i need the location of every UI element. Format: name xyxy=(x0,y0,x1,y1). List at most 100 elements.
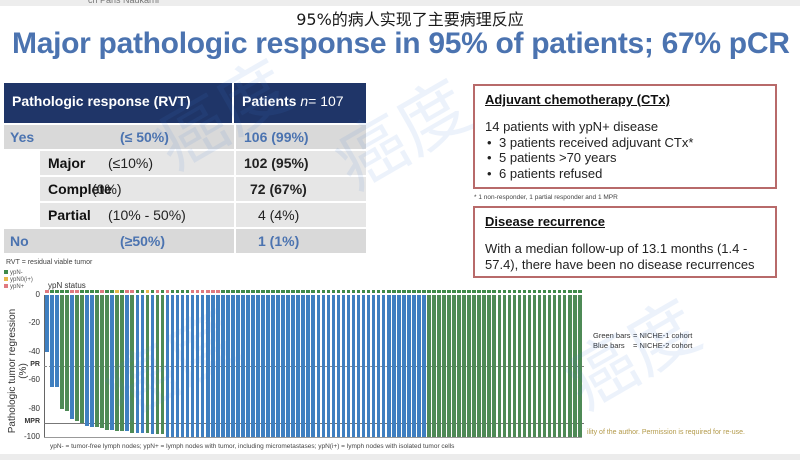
ypn-status-marker xyxy=(105,290,109,293)
waterfall-bar xyxy=(246,295,250,437)
ypn-status-marker xyxy=(125,290,130,293)
waterfall-bar xyxy=(457,295,461,437)
ypn-status-marker xyxy=(150,290,155,293)
waterfall-bar xyxy=(552,295,557,437)
waterfall-bar xyxy=(401,295,406,437)
table-row-partial: Partial (10% - 50%) 4 (4%) xyxy=(4,201,366,227)
ypn-status-marker xyxy=(527,290,532,293)
ypn-status-marker xyxy=(386,290,391,293)
waterfall-bar xyxy=(507,295,512,437)
waterfall-bar xyxy=(562,295,567,437)
ypn-status-marker xyxy=(417,290,421,293)
ypn-status-marker xyxy=(376,290,381,293)
ypn-status-marker xyxy=(331,290,336,293)
ypn-status-marker xyxy=(145,290,150,293)
ypn-status-marker xyxy=(371,290,376,293)
waterfall-bar xyxy=(160,295,165,435)
waterfall-bar xyxy=(145,295,150,433)
cohort-legend-green: Green bars = NICHE-1 cohort xyxy=(593,331,693,340)
ypn-status-marker xyxy=(120,290,125,293)
ypn-status-marker xyxy=(90,290,94,293)
waterfall-bar xyxy=(105,295,109,430)
ypn-status-marker xyxy=(412,290,416,293)
square-swatch-icon xyxy=(4,284,8,288)
waterfall-bar xyxy=(150,295,155,435)
waterfall-bar xyxy=(195,295,200,437)
box-body: With a median follow-up of 13.1 months (… xyxy=(485,241,755,272)
ypn-status-marker xyxy=(60,290,64,293)
ypn-status-marker xyxy=(396,290,401,293)
table-row-yes: Yes (≤ 50%) 106 (99%) xyxy=(4,123,366,149)
waterfall-bar xyxy=(190,295,195,437)
ypn-status-marker xyxy=(542,290,547,293)
waterfall-bar xyxy=(462,295,466,437)
ypn-status-marker xyxy=(572,290,577,293)
row-range: (≤ 50%) xyxy=(120,129,169,145)
row-range: (10% - 50%) xyxy=(108,207,186,223)
waterfall-bar xyxy=(95,295,99,428)
waterfall-bar xyxy=(336,295,341,437)
waterfall-bar xyxy=(447,295,451,437)
waterfall-bar xyxy=(497,295,502,437)
row-value: 102 (95%) xyxy=(234,151,366,175)
box-lead: 14 patients with ypN+ disease xyxy=(485,119,659,134)
row-value: 72 (67%) xyxy=(234,177,366,201)
x-axis-line xyxy=(44,437,582,438)
waterfall-bar xyxy=(236,295,240,437)
legend-item: ypN- xyxy=(4,270,33,277)
waterfall-bar xyxy=(472,295,476,437)
waterfall-bar xyxy=(522,295,527,437)
window-top-bar: ch Paris Nadkarni xyxy=(0,0,800,6)
ypn-status-marker xyxy=(55,290,59,293)
ypn-status-marker xyxy=(532,290,537,293)
square-swatch-icon xyxy=(4,277,8,281)
ypn-status-marker xyxy=(185,290,190,293)
ypn-status-marker xyxy=(266,290,270,293)
ypn-status-label: ypN status xyxy=(48,281,86,290)
y-tick-label: -100 xyxy=(23,432,40,441)
ypn-status-marker xyxy=(316,290,321,293)
ypn-status-marker xyxy=(261,290,265,293)
waterfall-bar xyxy=(65,295,69,412)
waterfall-bar xyxy=(180,295,185,437)
square-swatch-icon xyxy=(4,270,8,274)
ypn-status-marker xyxy=(251,290,255,293)
waterfall-bar xyxy=(306,295,311,437)
chart-footnote: ypN- = tumor-free lymph nodes; ypN+ = ly… xyxy=(50,443,455,450)
ypn-status-marker xyxy=(507,290,512,293)
ypn-status-marker xyxy=(522,290,527,293)
cohort-legend: Green bars = NICHE-1 cohort Blue bars = NI… xyxy=(593,331,692,351)
waterfall-bar xyxy=(512,295,517,437)
row-range: (≥50%) xyxy=(120,233,166,249)
ypn-status-marker xyxy=(502,290,507,293)
ypn-status-marker xyxy=(401,290,406,293)
waterfall-bar xyxy=(55,295,59,388)
ypn-status-marker xyxy=(175,290,180,293)
ypn-status-marker xyxy=(381,290,386,293)
waterfall-bar xyxy=(376,295,381,437)
ypn-status-marker xyxy=(407,290,411,293)
ypn-status-marker xyxy=(95,290,99,293)
ypn-status-marker xyxy=(115,290,119,293)
row-label: Partial xyxy=(48,207,91,223)
waterfall-bar xyxy=(155,295,160,435)
waterfall-bar xyxy=(200,295,205,437)
pathologic-response-table: Pathologic response (RVT) Patients n= 10… xyxy=(4,83,366,253)
ypn-status-marker xyxy=(346,290,351,293)
waterfall-bar xyxy=(80,295,84,423)
bullet-item: 5 patients >70 years xyxy=(485,150,765,166)
ypn-status-marker xyxy=(472,290,476,293)
waterfall-bar xyxy=(316,295,321,437)
waterfall-bar xyxy=(371,295,376,437)
waterfall-bar xyxy=(432,295,436,437)
ypn-status-marker xyxy=(246,290,250,293)
ypn-legend: ypN- ypN0(i+) ypN+ xyxy=(4,270,33,291)
waterfall-bar xyxy=(537,295,542,437)
ypn-status-marker xyxy=(45,290,49,293)
ypn-status-marker xyxy=(452,290,456,293)
ypn-status-marker xyxy=(517,290,522,293)
waterfall-bar xyxy=(567,295,572,437)
waterfall-bar xyxy=(115,295,119,432)
waterfall-bar xyxy=(412,295,416,437)
waterfall-bar xyxy=(577,295,582,437)
